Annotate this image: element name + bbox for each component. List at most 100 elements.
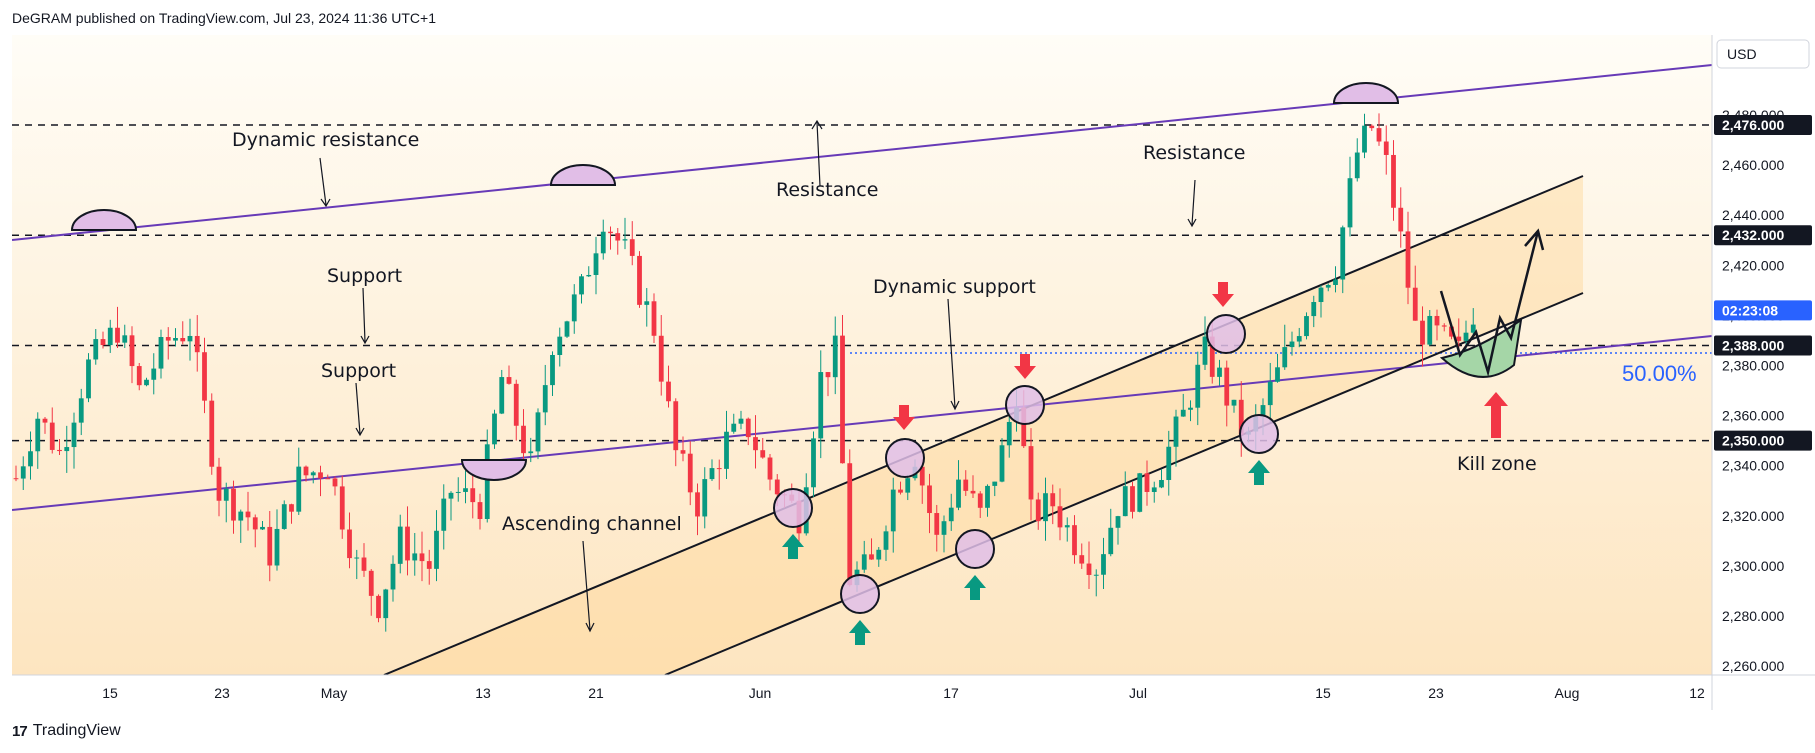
- candle-body: [1108, 527, 1114, 555]
- candle-body: [883, 531, 889, 550]
- channel-upper-line[interactable]: [383, 175, 1584, 675]
- arc-top-1: [70, 209, 138, 231]
- annotation-label: Support: [327, 265, 402, 287]
- candle-body: [281, 504, 287, 529]
- candle-body: [426, 561, 432, 569]
- candle-body: [397, 526, 403, 564]
- candle-body: [1115, 516, 1121, 528]
- annotation-pointers: [319, 119, 1197, 633]
- candle-body: [542, 385, 548, 413]
- x-tick-label: 12: [1689, 685, 1705, 701]
- candle-body: [1369, 125, 1375, 129]
- candle-body: [615, 233, 621, 241]
- candle-body: [1405, 231, 1411, 288]
- candle-body: [1434, 315, 1440, 326]
- candle-body: [434, 530, 439, 569]
- candle-body: [1427, 315, 1433, 345]
- candle-body: [702, 479, 708, 517]
- candle-body: [122, 335, 128, 343]
- currency-badge[interactable]: [1716, 39, 1810, 69]
- candle-body: [1340, 227, 1346, 280]
- candle-body: [86, 359, 91, 399]
- candle-body: [347, 529, 352, 559]
- candle-body: [963, 479, 969, 491]
- x-tick-label: 15: [1315, 685, 1331, 701]
- arrow-up-icon: [1248, 460, 1270, 485]
- channel-lower-line[interactable]: [664, 292, 1584, 675]
- candle-body: [318, 472, 323, 479]
- candle-body: [919, 466, 925, 486]
- candle-body: [985, 485, 990, 508]
- candle-body: [1449, 326, 1454, 337]
- candle-body: [231, 488, 236, 521]
- arc-top-2: [549, 164, 617, 186]
- candle-body: [1362, 125, 1367, 153]
- candle-body: [1130, 486, 1135, 512]
- candle-body: [64, 447, 70, 452]
- x-tick-label: May: [321, 685, 347, 701]
- candle-body: [390, 563, 396, 590]
- candle-body: [71, 422, 77, 448]
- candle-body: [637, 255, 642, 305]
- candle-body: [194, 335, 200, 353]
- candle-body: [1072, 525, 1077, 556]
- dynamic-resistance-line[interactable]: [12, 64, 1712, 241]
- candle-body: [999, 445, 1005, 482]
- arrow-up-icon: [782, 534, 804, 559]
- candle-body: [941, 521, 947, 535]
- arc-bottom-1: [460, 459, 528, 481]
- price-level-badge: [1714, 335, 1812, 356]
- candle-body: [550, 355, 555, 386]
- candle-body: [629, 239, 635, 256]
- touch-circle: [885, 438, 925, 478]
- tradingview-footer: 17 TradingView: [12, 722, 121, 740]
- y-tick-label: 2,280.000: [1722, 608, 1784, 624]
- tradingview-logo-icon: 17: [12, 722, 28, 740]
- candle-body: [274, 528, 280, 566]
- dynamic-support-line[interactable]: [12, 335, 1712, 511]
- y-tick-label: 2,300.000: [1722, 558, 1784, 574]
- annotation-label: Kill zone: [1457, 453, 1537, 475]
- currency-label: USD: [1727, 46, 1757, 62]
- candle-body: [658, 335, 664, 382]
- candle-body: [151, 368, 157, 380]
- candle-body: [724, 431, 729, 469]
- candle-body: [1202, 336, 1208, 365]
- candle-body: [1333, 279, 1338, 285]
- candle-body: [992, 481, 998, 486]
- candle-body: [890, 489, 896, 532]
- publisher-header: DeGRAM published on TradingView.com, Jul…: [12, 10, 436, 26]
- candle-body: [267, 526, 273, 566]
- current-price-badge: [1714, 300, 1812, 321]
- candle-body: [57, 449, 62, 452]
- x-tick-label: 15: [102, 685, 118, 701]
- candle-body: [332, 478, 338, 487]
- candle-body: [977, 493, 983, 508]
- candle-body: [368, 570, 374, 596]
- candle-body: [252, 517, 258, 530]
- candle-body: [1151, 487, 1157, 492]
- candle-body: [1224, 367, 1230, 406]
- candle-body: [1159, 479, 1164, 488]
- x-axis-ticks: 15 23 May 13 21 Jun 17 Jul 15 23 Aug 12: [102, 685, 1705, 701]
- y-tick-label: 2,460.000: [1722, 157, 1784, 173]
- candle-body: [1456, 336, 1462, 341]
- candle-body: [687, 453, 693, 493]
- candle-body: [173, 338, 178, 341]
- candle-body: [1383, 141, 1389, 155]
- candle-body: [1296, 336, 1302, 342]
- y-tick-label: 2,260.000: [1722, 658, 1784, 674]
- candle-body: [818, 372, 824, 439]
- candle-body: [760, 450, 766, 458]
- candle-body: [579, 276, 584, 295]
- candle-body: [136, 366, 142, 386]
- candle-body: [492, 413, 497, 445]
- candle-body: [716, 468, 722, 470]
- annotation-label: Resistance: [1143, 142, 1245, 164]
- x-tick-label: 23: [1428, 685, 1444, 701]
- candle-body: [557, 336, 563, 356]
- price-labels: 2,476.000 2,432.000 2,388.000 2,350.000 02:2…: [1714, 115, 1812, 451]
- candle-body: [774, 479, 780, 495]
- candle-body: [1079, 555, 1085, 564]
